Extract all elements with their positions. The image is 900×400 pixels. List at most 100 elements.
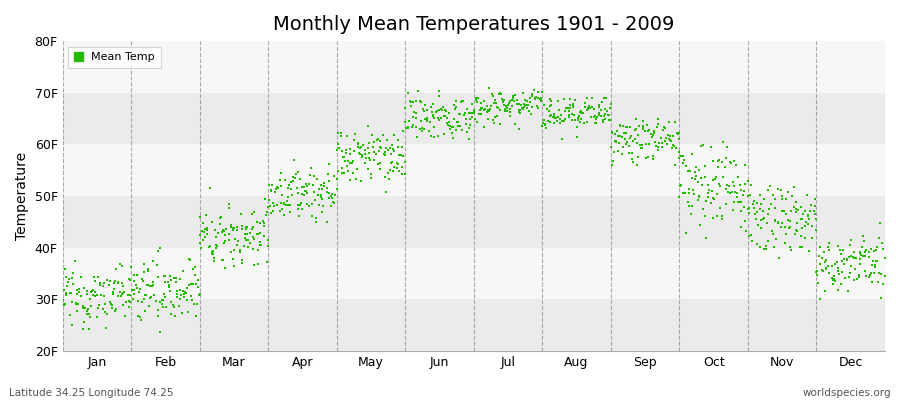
Point xyxy=(315,203,329,210)
Point xyxy=(525,92,539,99)
Point xyxy=(85,303,99,310)
Point xyxy=(391,160,405,167)
Point xyxy=(609,139,624,145)
Point xyxy=(768,218,782,224)
Point xyxy=(331,168,346,174)
Point xyxy=(482,107,496,113)
Point xyxy=(794,216,808,222)
Point xyxy=(426,101,440,107)
Point xyxy=(573,108,588,115)
Point xyxy=(203,185,218,192)
Point xyxy=(654,140,669,146)
Point xyxy=(294,200,309,206)
Point xyxy=(795,216,809,223)
Point xyxy=(241,237,256,243)
Point xyxy=(495,99,509,106)
Point xyxy=(706,176,720,183)
Point xyxy=(685,203,699,210)
Point xyxy=(596,116,610,123)
Point xyxy=(70,301,85,308)
Point xyxy=(126,278,140,284)
Point xyxy=(671,130,686,136)
Point xyxy=(516,106,530,112)
Point xyxy=(493,106,508,113)
Point xyxy=(247,262,261,268)
Point xyxy=(158,294,172,300)
Point xyxy=(781,189,796,195)
Point xyxy=(672,136,687,142)
Point xyxy=(454,98,469,104)
Point xyxy=(727,189,742,195)
Point xyxy=(756,208,770,214)
Point xyxy=(859,272,873,279)
Point xyxy=(553,120,567,126)
Point xyxy=(520,98,535,104)
Point xyxy=(473,99,488,106)
Point xyxy=(604,101,618,108)
Point xyxy=(463,110,477,116)
Point xyxy=(379,189,393,195)
Point xyxy=(763,183,778,189)
Point xyxy=(814,244,828,250)
Point xyxy=(521,108,535,114)
Point xyxy=(525,91,539,97)
Point xyxy=(354,144,368,150)
Point xyxy=(96,306,111,312)
Point xyxy=(164,299,178,305)
Point xyxy=(598,106,612,112)
Point xyxy=(851,274,866,281)
Point xyxy=(706,196,721,202)
Point xyxy=(234,226,248,232)
Point xyxy=(150,248,165,255)
Point xyxy=(80,288,94,294)
Point xyxy=(817,249,832,255)
Point xyxy=(262,182,276,188)
Point xyxy=(317,180,331,186)
Point xyxy=(86,287,100,294)
Point xyxy=(200,225,214,232)
Point xyxy=(543,119,557,126)
Point xyxy=(550,118,564,124)
Point xyxy=(364,175,378,182)
Point xyxy=(871,278,886,285)
Point xyxy=(169,294,184,301)
Point xyxy=(404,98,419,105)
Point xyxy=(285,192,300,198)
Point xyxy=(284,179,298,185)
Point xyxy=(246,246,260,253)
Point xyxy=(824,274,839,281)
Point xyxy=(427,124,441,130)
Point xyxy=(662,137,677,143)
Point xyxy=(830,259,844,265)
Point xyxy=(283,182,297,188)
Point xyxy=(183,256,197,263)
Point xyxy=(363,150,377,157)
Point xyxy=(379,144,393,151)
Point xyxy=(114,293,129,299)
Point xyxy=(474,106,489,112)
Point xyxy=(518,101,533,108)
Point xyxy=(322,190,337,196)
Point xyxy=(267,202,282,209)
Point xyxy=(626,138,640,144)
Point xyxy=(536,120,550,126)
Point xyxy=(98,301,112,308)
Point xyxy=(710,158,724,164)
Point xyxy=(416,106,430,112)
Point xyxy=(419,114,434,121)
Point xyxy=(239,224,254,230)
Point xyxy=(205,249,220,255)
Point xyxy=(458,109,473,116)
Point xyxy=(678,190,692,196)
Point xyxy=(577,120,591,127)
Point xyxy=(358,155,373,161)
Point xyxy=(158,273,172,279)
Point xyxy=(350,166,365,172)
Point xyxy=(481,107,495,113)
Point xyxy=(534,95,548,101)
Point xyxy=(179,289,194,296)
Point xyxy=(191,276,205,283)
Point xyxy=(331,130,346,136)
Point xyxy=(659,135,673,142)
Point xyxy=(333,133,347,139)
